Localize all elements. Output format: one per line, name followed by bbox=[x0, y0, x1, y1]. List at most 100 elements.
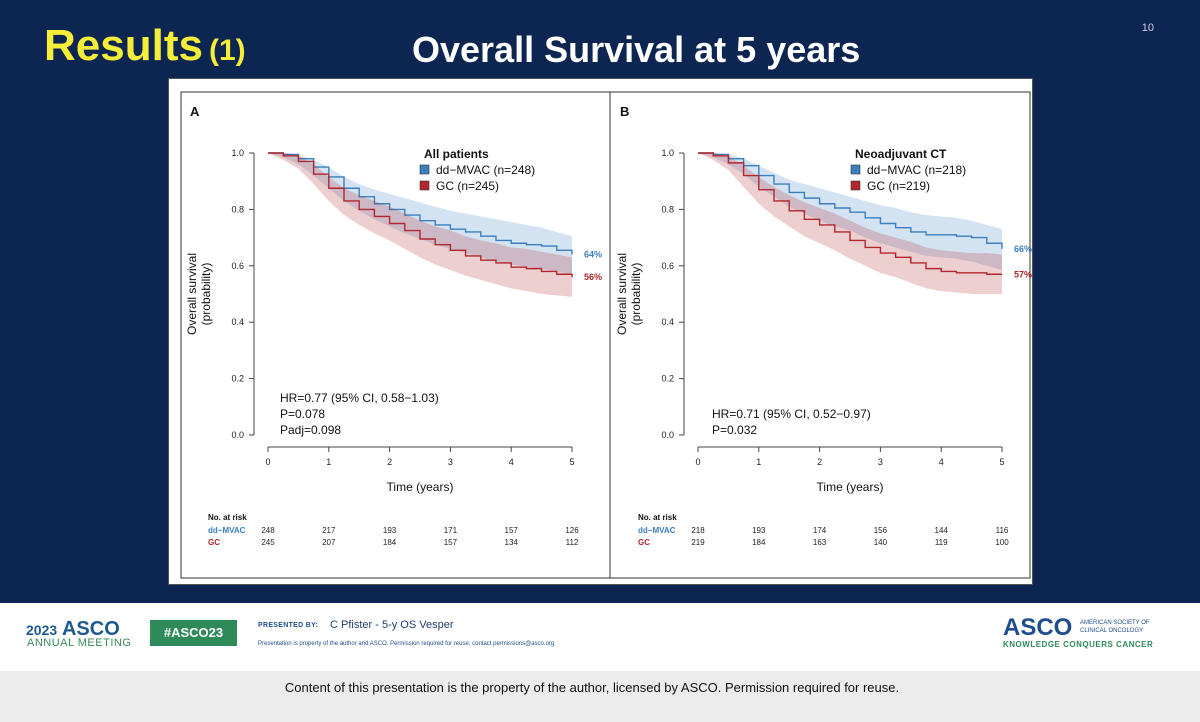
panel-a-risk-row-label: dd−MVAC bbox=[208, 526, 246, 535]
figure-border bbox=[168, 78, 1033, 585]
panel-b-risk-value: 140 bbox=[874, 538, 888, 547]
panel-a-x-tick-label: 3 bbox=[448, 457, 453, 467]
panel-a-y-tick-label: 0.0 bbox=[231, 430, 244, 440]
panel-a-y-tick-label: 0.2 bbox=[231, 374, 244, 384]
panel-b-y-tick-label: 0.8 bbox=[661, 204, 674, 214]
panel-a-risk-row-label: GC bbox=[208, 538, 220, 547]
panel-b-x-tick-label: 5 bbox=[999, 457, 1004, 467]
asco-logo: ASCO bbox=[1003, 614, 1073, 641]
asco-name: ASCO bbox=[61, 618, 120, 640]
asco-tagline: KNOWLEDGE CONQUERS CANCER bbox=[1003, 640, 1154, 649]
panel-b-gc-survival-curve bbox=[698, 152, 1002, 275]
panel-a-risk-value: 184 bbox=[383, 538, 397, 547]
copyright-notice: Content of this presentation is the prop… bbox=[284, 680, 900, 695]
panel-a-stat: HR=0.77 (95% CI, 0.58−1.03) bbox=[280, 391, 439, 405]
panel-a-risk-value: 207 bbox=[322, 538, 336, 547]
results-index: (1) bbox=[208, 34, 246, 67]
panel-a-risk-value: 248 bbox=[261, 526, 275, 535]
panel-a-x-tick-label: 4 bbox=[509, 457, 514, 467]
panel-b-risk-row-label: GC bbox=[638, 538, 650, 547]
panel-b-x-tick-label: 0 bbox=[695, 457, 700, 467]
panel-a-risk-value: 112 bbox=[566, 538, 579, 547]
panel-b-gc-ci-band bbox=[698, 153, 1002, 294]
slide-title: Overall Survival at 5 years bbox=[412, 29, 861, 70]
panel-b-risk-value: 219 bbox=[691, 538, 705, 547]
panel-a-gc-end-label: 56% bbox=[584, 272, 602, 282]
panel-a-risk-value: 134 bbox=[505, 538, 519, 547]
panel-b-risk-value: 163 bbox=[813, 538, 827, 547]
km-figure: A 0.0 0.2 0.4 0.6 0.8 1.0 0 1 2 3 4 5 Time (years) Ove… bbox=[168, 78, 1033, 585]
panel-a-risk-value: 126 bbox=[565, 526, 579, 535]
panel-a-gc-survival-curve bbox=[268, 152, 573, 278]
panel-a-risk-value: 245 bbox=[261, 538, 275, 547]
panel-b-border bbox=[609, 91, 1031, 579]
panel-b-ddmvac-end-label: 66% bbox=[1014, 244, 1032, 254]
panel-a-y-tick-label: 1.0 bbox=[231, 148, 244, 158]
panel-b-risk-value: 116 bbox=[996, 526, 1009, 535]
panel-b-y-tick-label: 0.4 bbox=[661, 317, 674, 327]
panel-a-x-tick-label: 5 bbox=[569, 457, 574, 467]
km-chart: A 0.0 0.2 0.4 0.6 0.8 1.0 0 1 2 3 4 5 Time (years) Ove… bbox=[168, 78, 1033, 585]
panel-a-letter: A bbox=[190, 104, 200, 119]
panel-a-risk-value: 157 bbox=[505, 526, 519, 535]
panel-b-risk-value: 144 bbox=[935, 526, 949, 535]
panel-a-risk-header: No. at risk bbox=[208, 513, 247, 522]
panel-b-y-tick-label: 0.6 bbox=[661, 261, 674, 271]
panel-a-x-tick-label: 0 bbox=[265, 457, 270, 467]
presenter-name: C Pfister - 5-y OS Vesper bbox=[330, 619, 454, 631]
panel-b-stat: HR=0.71 (95% CI, 0.52−0.97) bbox=[712, 407, 871, 421]
meeting-year: 2023 bbox=[26, 622, 58, 638]
panel-b-x-tick-label: 2 bbox=[817, 457, 822, 467]
panel-a-y-tick-label: 0.8 bbox=[231, 204, 244, 214]
panel-b-y-tick-label: 0.2 bbox=[661, 374, 674, 384]
panel-b-letter: B bbox=[620, 104, 629, 119]
panel-a-x-axis-label: Time (years) bbox=[387, 480, 454, 494]
panel-b-legend-label: dd−MVAC (n=218) bbox=[867, 163, 966, 177]
asco-society-name: AMERICAN SOCIETY OF CLINICAL ONCOLOGY bbox=[1080, 620, 1150, 634]
panel-a-stat: P=0.078 bbox=[280, 407, 325, 421]
panel-a-legend-label: dd−MVAC (n=248) bbox=[436, 163, 535, 177]
panel-b-risk-value: 156 bbox=[874, 526, 888, 535]
annual-meeting-label: ANNUAL MEETING bbox=[27, 637, 132, 649]
panel-b-legend-swatch bbox=[850, 164, 861, 175]
asco-meeting-logo: 2023 ASCO bbox=[26, 618, 120, 641]
panel-b-risk-value: 119 bbox=[935, 538, 948, 547]
panel-b-risk-value: 174 bbox=[813, 526, 827, 535]
panel-b-x-axis-label: Time (years) bbox=[817, 480, 884, 494]
panel-b-ddmvac-survival-curve bbox=[698, 152, 1003, 249]
panel-b-risk-value: 218 bbox=[691, 526, 705, 535]
results-label: Results bbox=[44, 21, 203, 70]
slide-number: 10 bbox=[1141, 22, 1154, 34]
panel-a-ddmvac-survival-curve bbox=[268, 152, 573, 255]
panel-a-legend-swatch bbox=[419, 164, 430, 175]
presented-by-label: PRESENTED BY: bbox=[258, 622, 319, 629]
panel-a-risk-value: 193 bbox=[383, 526, 397, 535]
property-note: Presentation is property of the author a… bbox=[258, 641, 555, 647]
panel-a-risk-value: 171 bbox=[444, 526, 458, 535]
slide: 10 Results (1) Overall Survival at 5 year… bbox=[0, 0, 1200, 603]
panel-a-x-tick-label: 1 bbox=[326, 457, 331, 467]
panel-b-risk-value: 193 bbox=[752, 526, 766, 535]
panel-a-y-tick-label: 0.4 bbox=[231, 317, 244, 327]
panel-b-x-tick-label: 3 bbox=[878, 457, 883, 467]
panel-b-stat: P=0.032 bbox=[712, 423, 757, 437]
panel-a-ddmvac-end-label: 64% bbox=[584, 250, 602, 260]
panel-b-legend-swatch bbox=[850, 180, 861, 191]
panel-b-legend-label: GC (n=219) bbox=[867, 179, 930, 193]
panel-b-y-tick-label: 1.0 bbox=[661, 148, 674, 158]
panel-b-risk-value: 100 bbox=[995, 538, 1009, 547]
panel-a-x-tick-label: 2 bbox=[387, 457, 392, 467]
panel-a-risk-value: 217 bbox=[322, 526, 336, 535]
panel-b-x-tick-label: 1 bbox=[756, 457, 761, 467]
hashtag-badge: #ASCO23 bbox=[150, 620, 237, 646]
panel-b-y-tick-label: 0.0 bbox=[661, 430, 674, 440]
panel-a-legend-swatch bbox=[419, 180, 430, 191]
panel-b-gc-end-label: 57% bbox=[1014, 269, 1032, 279]
panel-b-risk-value: 184 bbox=[752, 538, 766, 547]
panel-a-risk-value: 157 bbox=[444, 538, 458, 547]
panel-b-y-axis-label: Overall survival(probability) bbox=[615, 253, 643, 335]
panel-a-stat: Padj=0.098 bbox=[280, 423, 341, 437]
panel-b-x-tick-label: 4 bbox=[939, 457, 944, 467]
panel-b-risk-header: No. at risk bbox=[638, 513, 677, 522]
panel-a-legend-title: All patients bbox=[424, 147, 489, 161]
